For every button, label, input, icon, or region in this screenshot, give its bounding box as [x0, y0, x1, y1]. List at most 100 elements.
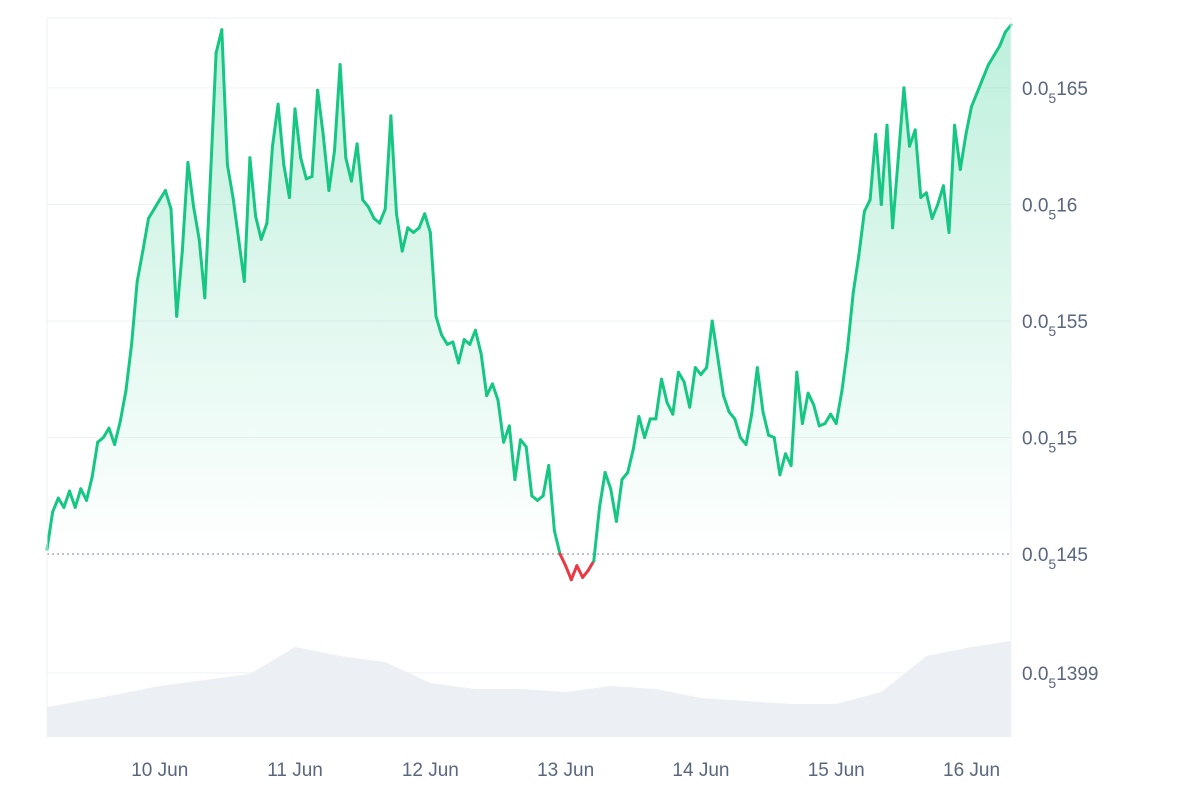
price-line-segment	[874, 133, 883, 206]
price-line-segment	[772, 436, 782, 477]
price-line-segment	[220, 28, 229, 167]
price-line-segment	[51, 496, 60, 514]
price-line-segment	[507, 424, 517, 481]
price-line-segment	[733, 417, 742, 439]
price-line-segment	[152, 198, 162, 211]
price-line-segment	[423, 212, 432, 234]
price-line-segment	[440, 333, 449, 346]
price-line-segment	[225, 163, 235, 199]
x-axis-tick-labels: 10 Jun 11 Jun 12 Jun 13 Jun 14 Jun 15 Jun 16 J…	[131, 760, 1000, 781]
price-line-segment	[592, 505, 601, 563]
price-line-segment	[575, 564, 585, 579]
plot-frame	[46, 17, 1012, 737]
price-line-segment	[840, 347, 849, 393]
price-line-segment	[823, 412, 833, 425]
price-line-segment	[366, 205, 376, 220]
price-line-segment	[62, 489, 71, 509]
x-tick-label: 14 Jun	[672, 760, 729, 781]
price-line-segment	[569, 564, 579, 582]
price-line-segment	[761, 410, 771, 437]
price-line-segment	[310, 88, 320, 178]
price-line-segment	[147, 207, 156, 220]
price-line-segment	[163, 189, 173, 211]
price-line-segment	[755, 366, 765, 414]
price-line-segment	[964, 105, 973, 136]
price-line-segment	[254, 214, 263, 241]
price-line-segment	[722, 394, 731, 414]
price-line-segment	[209, 51, 218, 178]
price-line-segment	[716, 356, 725, 398]
price-line-segment	[169, 207, 179, 318]
price-line-segment	[789, 370, 799, 467]
price-line-segment	[598, 471, 607, 509]
price-line-segment	[637, 415, 647, 439]
x-tick-label: 16 Jun	[943, 760, 1000, 781]
x-tick-label: 10 Jun	[131, 760, 188, 781]
price-line-segment	[496, 398, 506, 444]
price-line-segment	[846, 291, 855, 351]
price-line-segment	[896, 86, 906, 160]
price-line-segment	[73, 487, 83, 509]
price-line-segment	[118, 389, 128, 423]
price-line-segment	[383, 114, 393, 211]
price-line-segment	[203, 175, 212, 300]
price-line-segment	[513, 438, 522, 481]
price-line-segment	[141, 216, 150, 253]
price-line-segment	[857, 209, 866, 258]
price-line-segment	[812, 403, 821, 428]
price-line-segment	[180, 161, 190, 253]
price-line-segment	[851, 254, 861, 295]
price-line-segment	[727, 410, 737, 421]
price-line-segment	[45, 510, 55, 551]
price-line-segment	[428, 230, 438, 318]
price-line-segment	[558, 552, 568, 568]
price-line-segment	[349, 142, 359, 183]
price-line-segment	[135, 249, 145, 283]
price-line-segment	[705, 319, 714, 370]
price-line-segment	[620, 471, 630, 481]
price-line-segment	[676, 370, 686, 384]
price-line-segment	[130, 279, 139, 346]
price-line-segment	[451, 340, 460, 365]
price-line-segment	[271, 102, 280, 148]
price-line-segment	[958, 133, 968, 171]
price-line-segment	[327, 149, 336, 192]
price-line-segment	[834, 389, 844, 425]
price-line-segment	[259, 221, 269, 241]
price-line-segment	[868, 133, 878, 202]
price-line-segment	[265, 144, 274, 225]
price-line-segment	[113, 419, 122, 446]
price-area-shape	[47, 25, 1011, 555]
price-line-segment	[795, 370, 804, 425]
price-line-segment	[186, 161, 196, 209]
price-line-segment	[355, 142, 365, 202]
price-line-segment	[344, 156, 353, 183]
price-line-segment	[885, 123, 895, 230]
y-tick-label: 0.05155	[1022, 312, 1088, 339]
price-line-segment	[192, 205, 201, 241]
price-line-segment	[970, 91, 979, 109]
price-line-segment	[417, 212, 427, 230]
price-line-segment	[586, 559, 596, 572]
price-line-segment	[924, 191, 934, 220]
price-line-segment	[299, 156, 308, 181]
price-area-fill	[47, 25, 1011, 555]
price-line[interactable]	[45, 23, 1013, 582]
price-line-segment	[457, 338, 466, 365]
price-line-segment	[287, 107, 297, 199]
price-line-segment	[400, 226, 410, 253]
price-line-segment	[124, 342, 134, 393]
price-line-segment	[671, 370, 680, 416]
price-line-segment	[85, 475, 94, 502]
price-line-segment	[800, 391, 810, 425]
price-line-segment	[338, 63, 348, 160]
price-line-segment	[231, 196, 241, 241]
price-line-segment	[68, 489, 77, 509]
price-line-segment	[626, 447, 635, 474]
price-line-segment	[891, 156, 900, 230]
price-line-segment	[479, 352, 489, 398]
price-line-segment	[778, 452, 787, 477]
price-line-segment	[750, 366, 759, 416]
price-line-segment	[614, 478, 624, 523]
